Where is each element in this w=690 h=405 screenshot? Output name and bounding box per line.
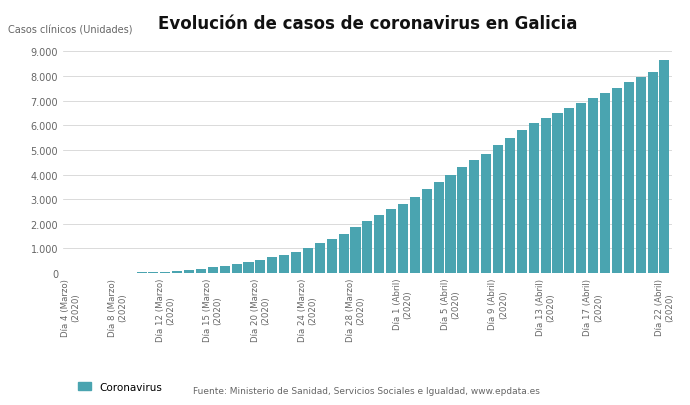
Bar [219, 266, 230, 273]
Bar [576, 104, 586, 273]
Bar [540, 119, 551, 273]
Legend: Coronavirus: Coronavirus [75, 377, 166, 396]
Bar [457, 168, 467, 273]
Bar [315, 244, 325, 273]
Bar [255, 260, 266, 273]
Bar [160, 272, 170, 273]
Bar [339, 234, 348, 273]
Bar [481, 154, 491, 273]
Bar [446, 175, 455, 273]
Bar [433, 183, 444, 273]
Bar [469, 160, 480, 273]
Bar [351, 228, 360, 273]
Bar [184, 271, 194, 273]
Bar [196, 269, 206, 273]
Bar [529, 124, 539, 273]
Bar [410, 197, 420, 273]
Bar [660, 61, 669, 273]
Bar [244, 263, 253, 273]
Bar [422, 190, 432, 273]
Bar [398, 204, 408, 273]
Bar [172, 271, 182, 273]
Bar [267, 258, 277, 273]
Bar [208, 268, 218, 273]
Bar [517, 131, 527, 273]
Bar [232, 264, 241, 273]
Bar [647, 73, 658, 273]
Bar [303, 249, 313, 273]
Bar [362, 222, 373, 273]
Bar [505, 138, 515, 273]
Bar [374, 215, 384, 273]
Bar [635, 78, 646, 273]
Bar [291, 252, 301, 273]
Bar [612, 89, 622, 273]
Bar [553, 114, 562, 273]
Bar [600, 94, 610, 273]
Bar [386, 209, 396, 273]
Text: Fuente: Ministerio de Sanidad, Servicios Sociales e Igualdad, www.epdata.es: Fuente: Ministerio de Sanidad, Servicios… [193, 386, 540, 395]
Title: Evolución de casos de coronavirus en Galicia: Evolución de casos de coronavirus en Gal… [157, 15, 577, 33]
Bar [624, 83, 634, 273]
Bar [279, 255, 289, 273]
Bar [326, 239, 337, 273]
Bar [564, 109, 574, 273]
Bar [493, 146, 503, 273]
Bar [588, 99, 598, 273]
Text: Casos clínicos (Unidades): Casos clínicos (Unidades) [8, 26, 133, 35]
